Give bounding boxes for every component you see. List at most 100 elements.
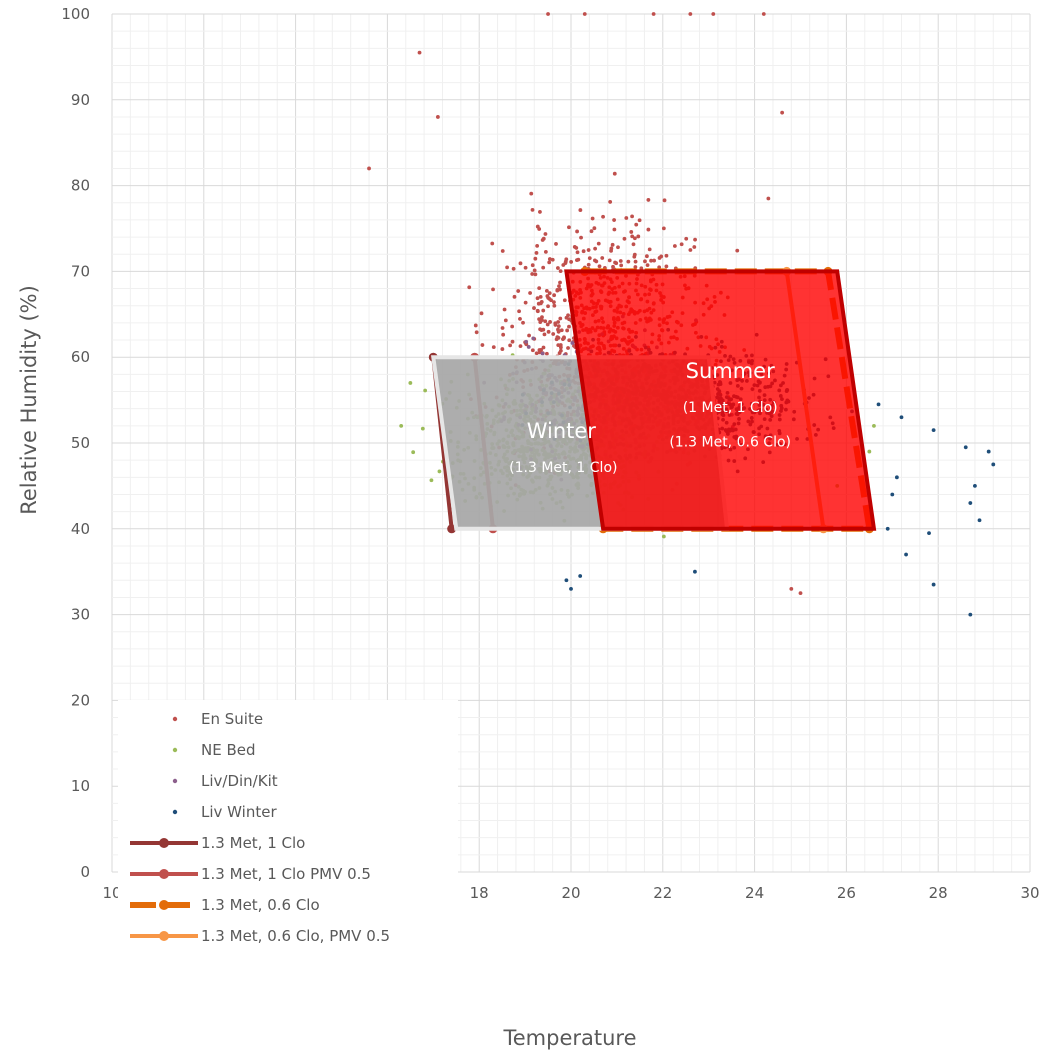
data-point bbox=[411, 450, 416, 455]
data-point bbox=[609, 248, 613, 253]
data-point bbox=[435, 115, 440, 119]
data-point bbox=[408, 381, 413, 385]
data-point bbox=[601, 214, 605, 219]
data-point bbox=[610, 242, 615, 247]
data-point bbox=[590, 216, 595, 221]
legend-marker bbox=[172, 809, 178, 815]
legend-label: En Suite bbox=[201, 710, 263, 728]
data-point bbox=[596, 241, 601, 246]
data-point bbox=[867, 449, 872, 454]
data-point bbox=[543, 319, 548, 324]
data-point bbox=[789, 586, 794, 591]
data-point bbox=[546, 329, 551, 334]
data-point bbox=[688, 248, 693, 252]
data-point bbox=[618, 259, 623, 263]
data-point bbox=[540, 351, 545, 356]
data-point bbox=[538, 294, 543, 299]
data-point bbox=[558, 280, 562, 285]
data-point bbox=[581, 249, 586, 254]
data-point bbox=[528, 291, 532, 295]
data-point bbox=[582, 12, 587, 16]
data-point bbox=[579, 235, 583, 240]
data-point bbox=[664, 253, 669, 258]
data-point bbox=[612, 171, 617, 176]
data-point bbox=[643, 259, 647, 264]
data-point bbox=[530, 263, 535, 268]
legend-marker bbox=[172, 747, 178, 753]
data-point bbox=[593, 258, 597, 263]
data-point bbox=[500, 347, 505, 351]
region-subtitle: (1.3 Met, 1 Clo) bbox=[509, 460, 617, 476]
data-point bbox=[546, 304, 550, 309]
data-point bbox=[631, 242, 636, 247]
data-point bbox=[612, 218, 617, 222]
y-tick-label: 90 bbox=[71, 91, 90, 109]
data-point bbox=[517, 309, 521, 314]
data-point bbox=[684, 236, 689, 241]
data-point bbox=[558, 269, 563, 274]
data-point bbox=[532, 268, 537, 273]
data-point bbox=[567, 338, 572, 343]
data-point bbox=[592, 226, 597, 231]
data-point bbox=[556, 324, 561, 329]
x-tick-label: 10 bbox=[102, 884, 121, 902]
data-point bbox=[991, 462, 996, 467]
data-point bbox=[552, 293, 557, 298]
data-point bbox=[612, 227, 617, 232]
y-tick-label: 40 bbox=[71, 520, 90, 538]
data-point bbox=[546, 12, 550, 16]
x-tick-label: 20 bbox=[561, 884, 580, 902]
data-point bbox=[544, 288, 549, 293]
data-point bbox=[516, 289, 521, 293]
data-point bbox=[510, 324, 515, 329]
data-point bbox=[518, 261, 523, 266]
data-point bbox=[544, 351, 549, 356]
data-point bbox=[549, 298, 553, 303]
data-point bbox=[552, 303, 557, 308]
data-point bbox=[523, 300, 528, 305]
data-point bbox=[968, 612, 973, 617]
data-point bbox=[529, 191, 534, 196]
data-point bbox=[649, 258, 653, 263]
data-point bbox=[474, 330, 479, 335]
data-point bbox=[563, 259, 568, 264]
data-point bbox=[554, 242, 558, 246]
data-point bbox=[511, 266, 516, 271]
data-point bbox=[780, 110, 785, 115]
legend-label: 1.3 Met, 0.6 Clo bbox=[201, 896, 320, 914]
data-point bbox=[523, 265, 528, 270]
data-point bbox=[556, 266, 560, 270]
region-subtitle: (1.3 Met, 0.6 Clo) bbox=[669, 434, 791, 450]
data-point bbox=[548, 320, 552, 324]
data-point bbox=[629, 230, 634, 234]
legend-marker bbox=[172, 716, 178, 722]
data-point bbox=[541, 265, 546, 270]
data-point bbox=[619, 263, 624, 268]
x-tick-label: 24 bbox=[745, 884, 764, 902]
data-point bbox=[692, 245, 697, 249]
data-point bbox=[545, 322, 550, 327]
y-tick-label: 30 bbox=[71, 606, 90, 624]
data-point bbox=[566, 346, 570, 350]
data-point bbox=[538, 301, 543, 306]
data-point bbox=[558, 316, 563, 321]
data-point bbox=[624, 216, 629, 220]
data-point bbox=[766, 196, 771, 201]
data-point bbox=[543, 232, 548, 236]
data-point bbox=[553, 321, 558, 326]
data-point bbox=[530, 272, 535, 276]
data-point bbox=[607, 258, 612, 263]
data-point bbox=[662, 198, 667, 203]
data-point bbox=[540, 315, 544, 320]
data-point bbox=[632, 254, 637, 259]
data-point bbox=[473, 323, 478, 328]
data-point bbox=[547, 260, 552, 265]
data-point bbox=[578, 208, 583, 212]
legend-label: NE Bed bbox=[201, 741, 256, 759]
data-point bbox=[518, 317, 522, 321]
data-point bbox=[557, 351, 562, 355]
data-point bbox=[417, 50, 422, 55]
data-point bbox=[968, 501, 973, 505]
data-point bbox=[367, 166, 371, 171]
data-point bbox=[550, 257, 555, 262]
